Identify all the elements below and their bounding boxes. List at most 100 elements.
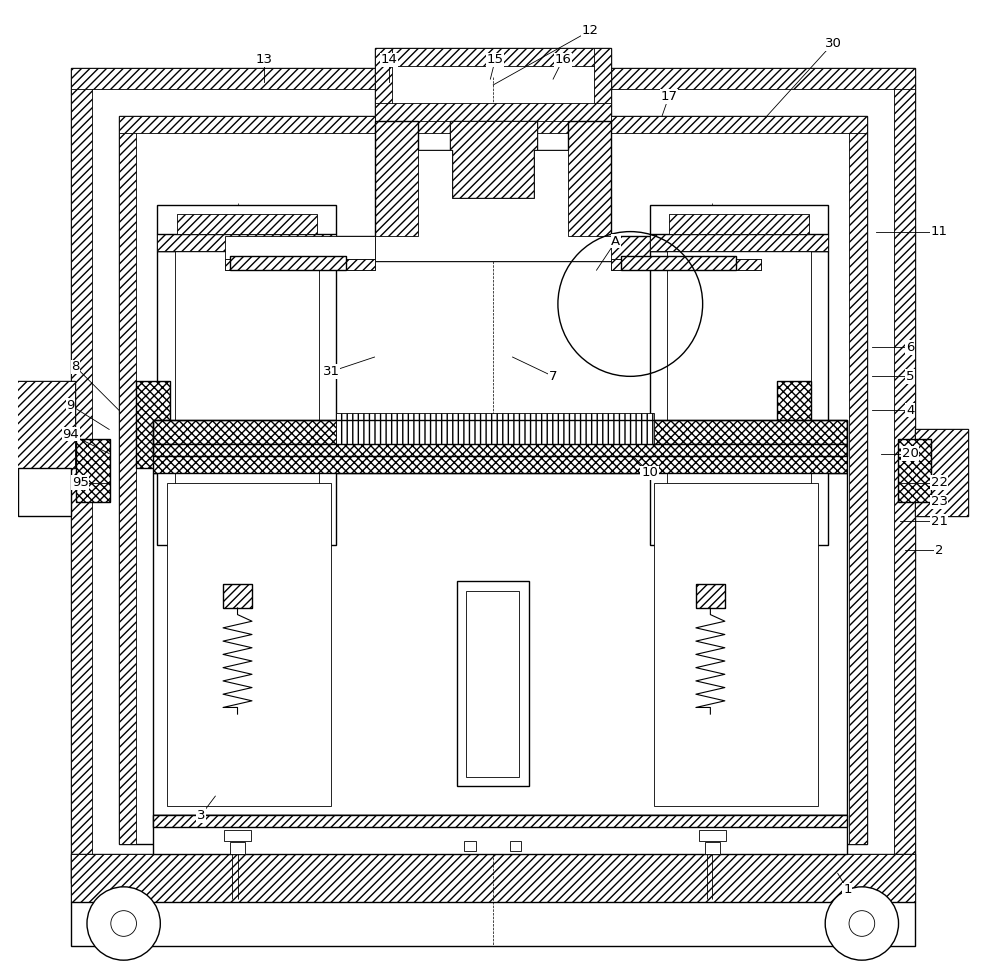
Bar — [223, 584, 252, 608]
Bar — [153, 815, 847, 827]
Bar — [464, 841, 476, 851]
Bar — [898, 439, 931, 502]
Bar — [915, 429, 968, 516]
Bar — [153, 420, 847, 444]
Polygon shape — [225, 236, 375, 261]
Bar — [621, 256, 736, 270]
Text: 6: 6 — [906, 341, 914, 354]
Bar — [136, 381, 170, 468]
Bar — [157, 234, 336, 251]
Bar — [71, 854, 915, 902]
Text: 94: 94 — [62, 427, 79, 441]
Bar — [699, 830, 726, 841]
Bar — [654, 482, 818, 806]
Bar — [157, 234, 336, 251]
Bar — [450, 121, 537, 198]
Bar — [705, 842, 720, 854]
Bar — [510, 841, 521, 851]
Text: 14: 14 — [381, 53, 397, 67]
Bar — [650, 205, 828, 234]
Polygon shape — [375, 150, 611, 261]
Text: 10: 10 — [641, 466, 658, 480]
Polygon shape — [225, 121, 765, 261]
Bar — [230, 256, 346, 270]
Bar — [153, 444, 847, 473]
Text: 17: 17 — [660, 90, 677, 103]
Bar — [119, 116, 867, 844]
Bar — [777, 381, 811, 468]
Circle shape — [825, 887, 899, 960]
Bar — [230, 256, 346, 270]
Bar — [157, 251, 336, 545]
Text: 21: 21 — [931, 514, 948, 528]
Bar — [650, 251, 828, 545]
Bar — [650, 234, 828, 251]
Text: 2: 2 — [935, 543, 943, 557]
Bar — [667, 251, 811, 528]
Bar — [669, 214, 809, 234]
Text: 5: 5 — [906, 370, 914, 383]
Text: 22: 22 — [931, 476, 948, 489]
Bar — [71, 68, 92, 883]
Text: 11: 11 — [931, 225, 948, 238]
Bar — [611, 259, 761, 270]
Bar — [849, 116, 867, 844]
Bar — [119, 116, 136, 844]
Bar — [611, 259, 761, 270]
Bar — [375, 48, 611, 121]
Text: 13: 13 — [255, 53, 272, 67]
Text: 16: 16 — [554, 53, 571, 67]
Bar — [153, 473, 847, 815]
Bar — [621, 256, 736, 270]
Text: 3: 3 — [197, 809, 205, 822]
Bar — [450, 121, 537, 198]
Bar — [457, 581, 529, 786]
Bar — [915, 429, 968, 516]
Bar — [375, 103, 611, 121]
Bar — [153, 815, 847, 854]
Bar — [336, 412, 654, 473]
Bar — [230, 842, 245, 854]
Bar — [777, 381, 811, 468]
Bar — [119, 116, 867, 133]
Text: 23: 23 — [931, 495, 948, 509]
Text: 31: 31 — [323, 365, 340, 378]
Bar — [225, 259, 375, 270]
Bar — [650, 234, 828, 251]
Bar — [18, 468, 71, 516]
Bar — [71, 854, 915, 902]
Bar — [136, 381, 170, 468]
Text: 15: 15 — [487, 53, 504, 67]
Bar — [224, 830, 251, 841]
Bar — [898, 439, 931, 502]
Text: 12: 12 — [581, 24, 598, 38]
Circle shape — [87, 887, 160, 960]
Bar — [76, 439, 110, 502]
Bar — [71, 68, 915, 89]
Text: 30: 30 — [824, 37, 841, 50]
Bar — [466, 591, 519, 777]
Text: 7: 7 — [549, 370, 557, 383]
Bar — [375, 48, 611, 66]
Bar — [13, 381, 75, 468]
Text: 20: 20 — [902, 447, 919, 460]
Text: 8: 8 — [71, 360, 80, 373]
Bar — [76, 439, 110, 502]
Bar — [177, 214, 317, 234]
Bar — [167, 482, 331, 806]
Bar — [225, 259, 375, 270]
Text: 4: 4 — [906, 403, 914, 417]
Text: A: A — [611, 234, 620, 248]
Text: 9: 9 — [66, 399, 75, 412]
Bar — [71, 68, 915, 883]
Circle shape — [849, 911, 875, 936]
Bar — [13, 381, 75, 468]
Text: 1: 1 — [843, 883, 852, 896]
Bar — [71, 868, 915, 883]
Bar — [594, 48, 611, 121]
Bar — [153, 420, 847, 455]
Bar — [894, 68, 915, 883]
Bar — [696, 584, 725, 608]
Bar — [71, 902, 915, 946]
Circle shape — [111, 911, 136, 936]
